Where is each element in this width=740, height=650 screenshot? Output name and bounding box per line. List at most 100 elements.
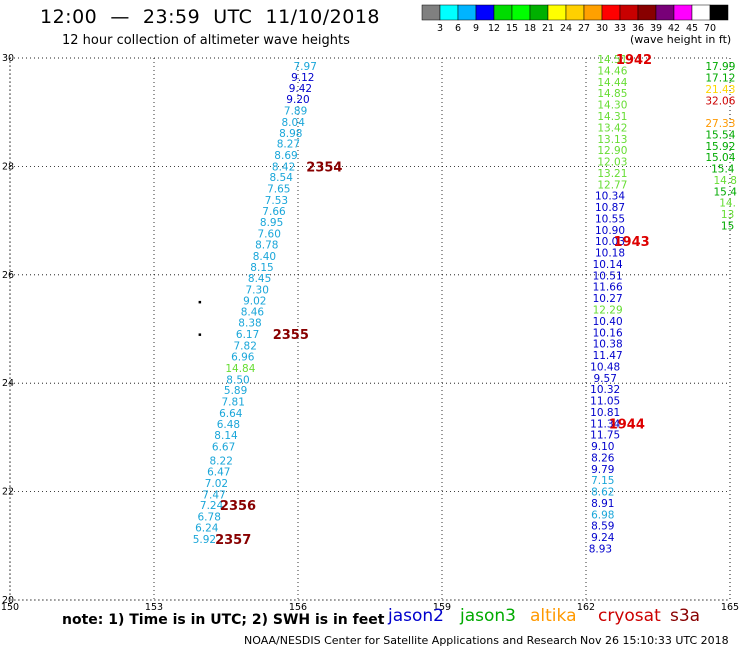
data-point-jason2: 10.34 xyxy=(595,191,625,203)
time-label: 1942 xyxy=(616,53,652,68)
scale-label: (wave height in ft) xyxy=(630,33,732,46)
data-point-s3a: 5.89 xyxy=(224,385,247,397)
data-point-s3a: 9.02 xyxy=(243,295,266,307)
data-point-s3a: 8.69 xyxy=(274,150,297,162)
data-point-jason2: 9.10 xyxy=(591,441,614,453)
footer-timestamp: Nov 26 15:10:33 UTC 2018 xyxy=(580,634,729,647)
colorbar-tick-label: 6 xyxy=(455,23,461,34)
data-point-s3a: 14.84 xyxy=(225,363,255,375)
data-point-s3a: 6.96 xyxy=(231,352,255,364)
data-point-s3a: 7.53 xyxy=(265,195,288,207)
plot-frame xyxy=(9,57,731,601)
data-point-jason3: 14. xyxy=(719,198,736,210)
data-point-s3a: 7.82 xyxy=(234,340,257,352)
data-point-s3a: 9.42 xyxy=(289,83,312,95)
data-point-jason2: 14.30 xyxy=(597,100,627,112)
legend-jason2: jason2 xyxy=(388,606,444,626)
data-point-jason2: 14.31 xyxy=(597,111,627,123)
time-label: 2354 xyxy=(306,160,342,175)
data-point-jason2: 10.40 xyxy=(593,316,623,328)
data-point-s3a: 8.27 xyxy=(277,139,300,151)
page-title: 12:00 — 23:59 UTC 11/10/2018 xyxy=(40,6,381,28)
data-point-s3a: 9.12 xyxy=(291,72,314,84)
data-point-jason3: 15.4 xyxy=(711,164,735,176)
data-point-jason2: 13.13 xyxy=(597,134,627,146)
data-point-jason2: 11.47 xyxy=(593,350,623,362)
data-point-jason2: 8.93 xyxy=(589,544,612,556)
data-point-jason3: 21.43 xyxy=(705,84,735,96)
y-tick-label: 24 xyxy=(2,378,14,389)
data-point-s3a: 8.14 xyxy=(214,430,238,442)
data-point-jason3: 15.54 xyxy=(705,129,735,141)
data-point-jason2: 14.51 xyxy=(597,54,627,66)
y-tick-label: 26 xyxy=(2,270,14,281)
data-point-s3a: 6.78 xyxy=(198,512,221,524)
data-point-s3a: 8.38 xyxy=(238,317,261,329)
x-tick-label: 153 xyxy=(145,602,163,613)
x-tick-label: 150 xyxy=(1,602,19,613)
data-point-jason2: 8.26 xyxy=(591,452,615,464)
data-point-s3a: 5.92 xyxy=(193,534,216,546)
data-dot xyxy=(198,333,202,336)
data-point-jason2: 10.51 xyxy=(593,270,623,282)
page-subtitle: 12 hour collection of altimeter wave hei… xyxy=(62,33,350,48)
data-point-jason2: 10.87 xyxy=(595,202,625,214)
data-point-s3a: 7.30 xyxy=(246,284,269,296)
data-point-s3a: 6.64 xyxy=(219,408,243,420)
data-point-jason2: 8.91 xyxy=(591,498,614,510)
data-point-s3a: 8.15 xyxy=(250,262,273,274)
data-point-s3a: 9.20 xyxy=(286,94,309,106)
data-point-s3a: 8.78 xyxy=(255,239,278,251)
data-point-s3a: 7.60 xyxy=(258,229,281,241)
data-point-jason2: 10.55 xyxy=(595,213,625,225)
data-point-s3a: 8.42 xyxy=(272,161,295,173)
data-point-s3a: 8.95 xyxy=(260,217,283,229)
colorbar-tick-label: 39 xyxy=(650,23,662,34)
data-point-s3a: 6.24 xyxy=(195,522,219,534)
data-point-s3a: 6.67 xyxy=(212,442,235,454)
legend-cryosat: cryosat xyxy=(598,606,661,626)
colorbar-tick-label: 42 xyxy=(668,23,680,34)
data-point-jason2: 14.44 xyxy=(597,77,627,89)
data-point-jason3: 13 xyxy=(721,209,734,221)
colorbar-tick-label: 45 xyxy=(686,23,698,34)
colorbar-tick-label: 70 xyxy=(704,23,716,34)
data-point-jason2: 10.90 xyxy=(595,225,625,237)
x-tick-label: 159 xyxy=(433,602,451,613)
time-label: 2355 xyxy=(273,328,309,343)
data-point-jason2: 11.05 xyxy=(590,396,620,408)
colorbar-tick-label: 27 xyxy=(578,23,590,34)
y-tick-label: 20 xyxy=(2,595,14,606)
data-point-jason2: 6.98 xyxy=(591,509,614,521)
data-point-jason3: 15 xyxy=(721,220,734,232)
footer-credit: NOAA/NESDIS Center for Satellite Applica… xyxy=(244,634,578,647)
legend-s3a: s3a xyxy=(670,606,701,626)
time-label: 2357 xyxy=(215,533,251,548)
data-point-jason3: 32.06 xyxy=(705,95,735,107)
time-label: 1943 xyxy=(614,235,650,250)
data-point-jason2: 11.66 xyxy=(593,282,623,294)
data-point-s3a: 6.48 xyxy=(217,419,240,431)
data-point-s3a: 7.65 xyxy=(267,184,290,196)
data-point-s3a: 7.97 xyxy=(294,61,317,73)
data-point-jason3: 17.12 xyxy=(705,73,735,85)
time-label: 1944 xyxy=(609,417,645,432)
data-point-s3a: 7.89 xyxy=(284,106,307,118)
x-tick-label: 162 xyxy=(577,602,595,613)
data-point-s3a: 7.24 xyxy=(200,500,224,512)
data-point-jason3: 17.99 xyxy=(705,61,735,73)
data-point-jason2: 10.14 xyxy=(593,259,623,271)
data-point-jason2: 9.57 xyxy=(594,373,617,385)
colorbar-tick-label: 33 xyxy=(614,23,626,34)
data-point-jason3: 27.33 xyxy=(705,118,735,130)
data-point-jason2: 7.15 xyxy=(591,475,614,487)
data-point-jason2: 10.81 xyxy=(590,407,620,419)
colorbar-tick-label: 18 xyxy=(524,23,536,34)
colorbar-tick-label: 36 xyxy=(632,23,644,34)
data-point-jason3: 14.8 xyxy=(714,175,737,187)
data-point-s3a: 8.54 xyxy=(270,172,294,184)
legend-altika: altika xyxy=(530,606,577,626)
data-point-s3a: 6.17 xyxy=(236,329,259,341)
x-tick-label: 165 xyxy=(721,602,739,613)
data-point-jason2: 12.29 xyxy=(593,304,623,316)
